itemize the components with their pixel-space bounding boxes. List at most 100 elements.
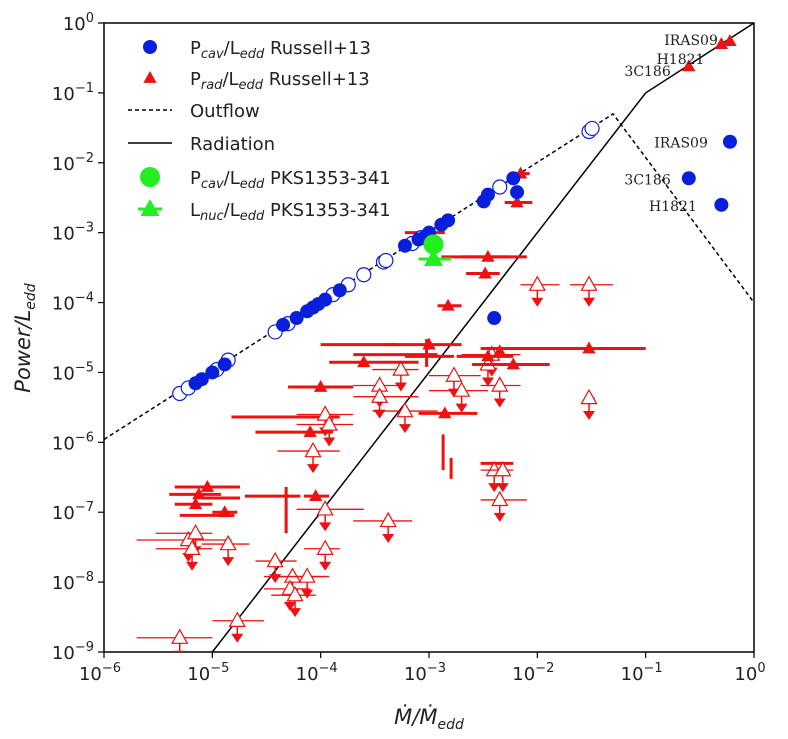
upper-limit-arrow — [488, 483, 501, 493]
upper-limit-arrow — [222, 557, 235, 567]
upper-limit-arrow — [394, 382, 407, 392]
blue-circle-point — [397, 238, 412, 253]
red-triangle-point — [200, 479, 215, 492]
annotation-label: IRAS09 — [654, 136, 708, 152]
red-triangle-point — [357, 355, 371, 368]
legend-marker-green-circle — [140, 167, 160, 187]
y-tick-label: 10−2 — [52, 151, 94, 175]
legend-label: Prad/Ledd Russell+13 — [190, 69, 370, 93]
annotated-blue-point — [714, 197, 729, 212]
y-tick-label: 100 — [63, 11, 94, 35]
upper-limit-arrow — [382, 533, 395, 543]
upper-limit-triangle — [491, 376, 509, 392]
upper-limit-arrow — [583, 411, 596, 421]
upper-limit-triangle — [445, 366, 463, 382]
red-triangle-point — [582, 341, 596, 354]
y-tick-label: 10−3 — [52, 221, 94, 245]
upper-limit-arrow — [496, 483, 509, 493]
upper-limit-arrow — [173, 650, 186, 652]
red-triangle-point — [481, 249, 495, 262]
blue-circle-point — [487, 311, 502, 326]
annotation-label: IRAS09 — [664, 33, 718, 49]
x-tick-label: 10−6 — [79, 661, 121, 685]
red-triangle-point — [303, 425, 317, 438]
blue-circle-point — [332, 283, 347, 298]
upper-limit-arrow — [319, 561, 332, 571]
x-tick-label: 10−2 — [512, 661, 554, 685]
upper-limit-arrow — [398, 424, 411, 434]
legend-label: Pcav/Ledd Russell+13 — [190, 38, 371, 62]
red-triangle-point — [438, 406, 452, 419]
upper-limit-triangle — [494, 460, 512, 477]
upper-limit-arrow — [319, 522, 332, 532]
upper-limit-triangle — [370, 387, 389, 403]
annotation-label: 3C186 — [624, 64, 670, 80]
upper-limit-arrow — [307, 464, 320, 474]
red-triangle-point — [441, 298, 455, 311]
blue-circle-open — [492, 179, 508, 195]
annotated-blue-point — [681, 171, 696, 186]
upper-limit-triangle — [452, 381, 471, 397]
x-axis-label-sub: edd — [437, 717, 464, 733]
upper-limit-triangle — [528, 275, 546, 291]
x-tick-label: 10−4 — [296, 661, 338, 685]
upper-limit-arrow — [186, 561, 199, 571]
upper-limit-triangle — [183, 539, 201, 555]
upper-limit-arrow — [373, 409, 386, 419]
red-triangle-point — [506, 357, 520, 370]
blue-circle-point — [480, 187, 495, 202]
upper-limit-triangle — [316, 539, 334, 555]
legend-label: Pcav/Ledd PKS1353-341 — [190, 168, 391, 192]
x-tick-label: 100 — [734, 661, 765, 685]
red-triangle-point — [188, 497, 203, 510]
upper-limit-arrow — [481, 377, 494, 387]
upper-limit-triangle — [283, 567, 302, 583]
upper-limit-triangle — [304, 441, 322, 458]
y-tick-label: 10−5 — [52, 360, 94, 384]
x-tick-label: 10−5 — [187, 661, 229, 685]
upper-limit-triangle — [491, 490, 509, 507]
x-axis-label-base: Ṁ/Ṁ — [394, 704, 437, 729]
upper-limit-triangle — [379, 511, 397, 528]
upper-limit-arrow — [583, 297, 596, 307]
x-tick-label: 10−3 — [404, 661, 446, 685]
upper-limit-arrow — [493, 512, 506, 522]
upper-limit-triangle — [298, 567, 316, 583]
upper-limit-arrow — [455, 403, 468, 413]
data-marks — [136, 34, 737, 652]
red-triangle-point — [314, 379, 328, 392]
upper-limit-arrow — [323, 437, 336, 447]
y-tick-label: 10−4 — [52, 291, 94, 315]
outflow-curve — [104, 112, 754, 441]
upper-limit-arrow — [231, 633, 244, 643]
upper-limit-triangle — [186, 524, 205, 540]
blue-circle-point — [194, 372, 209, 387]
red-triangle-point — [723, 34, 737, 47]
y-axis-label-base: Power/L — [11, 310, 35, 393]
legend-marker-green-triangle — [140, 199, 160, 216]
red-triangle-point — [192, 487, 206, 500]
green-triangle-point — [423, 248, 443, 266]
y-tick-label: 10−1 — [52, 81, 94, 105]
blue-circle-open — [378, 252, 394, 269]
legend-marker-red-triangle — [143, 71, 157, 83]
upper-limit-arrow — [301, 589, 314, 599]
red-triangle-point — [510, 195, 524, 208]
blue-circle-point — [506, 171, 521, 186]
red-triangle-point — [218, 505, 232, 518]
green-circle-point — [423, 234, 444, 255]
plot-frame — [103, 22, 755, 653]
upper-limit-triangle — [316, 500, 334, 516]
legend-label: Radiation — [190, 134, 275, 155]
legend: Pcav/Ledd Russell+13 Prad/Ledd Russell+13… — [128, 38, 391, 224]
upper-limit-triangle — [228, 611, 246, 627]
upper-limit-triangle — [580, 275, 598, 291]
x-tick-label: 10−1 — [621, 661, 663, 685]
red-triangle-point — [309, 489, 323, 502]
upper-limit-arrow — [283, 601, 296, 611]
upper-limit-triangle — [392, 360, 410, 376]
red-triangle-point — [493, 344, 507, 357]
y-tick-label: 10−7 — [52, 500, 94, 524]
